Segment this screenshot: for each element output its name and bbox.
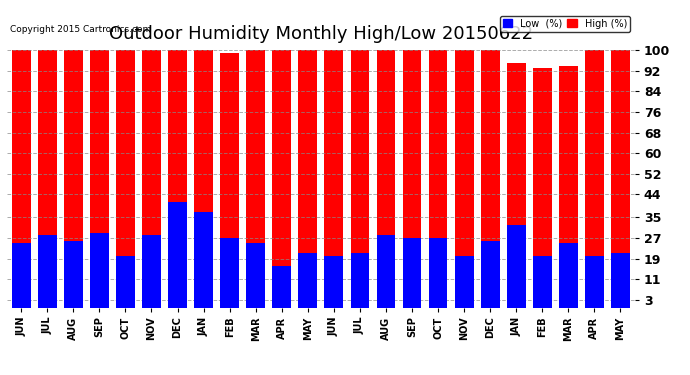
Legend: Low  (%), High (%): Low (%), High (%) (500, 16, 630, 32)
Bar (324, 256, 343, 307)
Bar (559, 66, 578, 308)
Bar (377, 236, 395, 308)
Bar (116, 256, 135, 307)
Bar (351, 50, 369, 308)
Bar (507, 225, 526, 308)
Bar (377, 50, 395, 308)
Bar (90, 233, 109, 308)
Bar (64, 241, 83, 308)
Bar (455, 50, 473, 308)
Bar (533, 256, 552, 307)
Bar (12, 50, 30, 308)
Bar (299, 254, 317, 308)
Bar (455, 256, 473, 307)
Title: Outdoor Humidity Monthly High/Low 20150622: Outdoor Humidity Monthly High/Low 201506… (109, 26, 533, 44)
Bar (324, 50, 343, 308)
Bar (142, 236, 161, 308)
Bar (585, 50, 604, 308)
Text: Copyright 2015 Cartronics.com: Copyright 2015 Cartronics.com (10, 26, 151, 34)
Bar (273, 266, 291, 308)
Bar (220, 238, 239, 308)
Bar (559, 243, 578, 308)
Bar (38, 50, 57, 308)
Bar (38, 236, 57, 308)
Bar (246, 50, 265, 308)
Bar (428, 50, 448, 308)
Bar (533, 68, 552, 308)
Bar (351, 254, 369, 308)
Bar (64, 50, 83, 308)
Bar (12, 243, 30, 308)
Bar (611, 254, 630, 308)
Bar (273, 50, 291, 308)
Bar (481, 50, 500, 308)
Bar (116, 50, 135, 308)
Bar (403, 50, 422, 308)
Bar (220, 53, 239, 307)
Bar (168, 50, 187, 308)
Bar (611, 50, 630, 308)
Bar (428, 238, 448, 308)
Bar (507, 63, 526, 308)
Bar (299, 50, 317, 308)
Bar (168, 202, 187, 308)
Bar (403, 238, 422, 308)
Bar (90, 50, 109, 308)
Bar (194, 212, 213, 308)
Bar (194, 50, 213, 308)
Bar (481, 241, 500, 308)
Bar (246, 243, 265, 308)
Bar (142, 50, 161, 308)
Bar (585, 256, 604, 307)
